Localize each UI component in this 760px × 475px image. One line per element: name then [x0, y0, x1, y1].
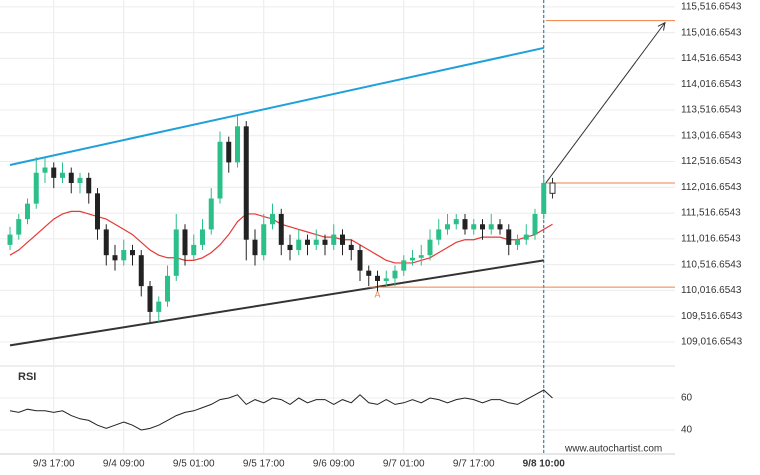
candle-body — [252, 239, 258, 256]
upper-channel — [9, 46, 544, 166]
candle-body — [445, 224, 450, 230]
x-tick-label: 9/6 09:00 — [313, 459, 355, 470]
candle-body — [138, 255, 144, 287]
x-tick-label: 9/4 09:00 — [103, 459, 145, 470]
candle-body — [173, 229, 179, 276]
candle-body — [235, 126, 240, 163]
x-tick-label: 9/3 17:00 — [33, 459, 75, 470]
candle-body — [515, 239, 520, 245]
candle-body — [392, 270, 398, 279]
y-tick-label: 115,516.6543 — [681, 2, 742, 13]
candle-body — [25, 203, 30, 220]
candle-body — [112, 255, 118, 261]
candle-body — [200, 229, 205, 245]
candle-body — [375, 275, 380, 281]
candle-body — [462, 219, 468, 230]
candle-body — [208, 198, 214, 230]
candle-body — [147, 286, 153, 312]
candle-body — [366, 270, 372, 276]
y-tick-label: 111,016.6543 — [681, 234, 741, 245]
rsi-tick-label: 60 — [681, 393, 693, 404]
candle-body — [418, 255, 424, 258]
candle-body — [357, 250, 363, 271]
candle-body — [243, 126, 249, 240]
y-tick-label: 113,516.6543 — [681, 105, 742, 116]
candle-body — [348, 244, 354, 251]
candle-body — [86, 177, 92, 194]
candle-body — [453, 219, 459, 225]
candle-body — [42, 167, 48, 173]
source: www.autochartist.com — [564, 444, 662, 455]
candle-body — [506, 229, 512, 245]
candle-body — [296, 239, 302, 251]
candle-body — [305, 239, 310, 245]
forecast-arrow-head — [657, 21, 666, 31]
candle-body — [497, 224, 503, 230]
candle-body — [523, 234, 529, 240]
candle-body — [103, 229, 109, 256]
y-tick-label: 114,016.6543 — [681, 79, 742, 90]
candle-body — [541, 183, 547, 214]
candle-body — [313, 239, 319, 245]
forecast-arrow — [545, 22, 666, 184]
y-tick-label: 114,516.6543 — [681, 53, 742, 64]
y-tick-label: 111,516.6543 — [681, 208, 741, 219]
candle-body — [77, 177, 83, 184]
candle-body — [156, 301, 162, 312]
x-tick-label: 9/7 17:00 — [453, 459, 495, 470]
candle-body — [331, 234, 337, 245]
rsi-line — [9, 389, 553, 431]
candle-body — [427, 239, 433, 256]
candle-body — [7, 234, 13, 245]
candle-body — [33, 172, 39, 204]
y-tick-label: 109,516.6543 — [681, 311, 743, 322]
y-tick-label: 113,016.6543 — [681, 130, 742, 141]
x-tick-label: 9/5 17:00 — [243, 459, 285, 470]
candle-body — [226, 141, 232, 163]
candle-body — [217, 141, 223, 199]
candle-body — [322, 239, 328, 245]
candle-body — [383, 278, 389, 281]
candle-body — [191, 244, 197, 256]
candle-body — [549, 182, 556, 194]
y-tick-label: 110,016.6543 — [681, 285, 742, 296]
candle-body — [471, 224, 477, 230]
candle-body — [436, 229, 442, 240]
support-label: A — [374, 290, 380, 300]
y-tick-label: 110,516.6543 — [681, 259, 742, 270]
y-tick-label: 115,016.6543 — [681, 27, 742, 38]
candle-body — [121, 250, 127, 261]
candle-body — [68, 172, 74, 184]
candle-body — [16, 219, 22, 235]
candle-body — [410, 257, 415, 261]
candle-body — [270, 213, 275, 225]
candle-body — [287, 244, 293, 251]
candle-body — [261, 224, 267, 256]
candle-body — [278, 213, 284, 245]
candle-body — [51, 167, 57, 178]
y-tick-label: 112,016.6543 — [681, 182, 742, 193]
candle-body — [488, 224, 494, 230]
candle-body — [480, 224, 485, 230]
candle-body — [95, 193, 100, 230]
x-tick-label: 9/5 01:00 — [173, 459, 215, 470]
candle-body — [165, 275, 170, 302]
candle-body — [60, 172, 65, 178]
rsi-tick-label: 40 — [681, 425, 693, 436]
x-tick-label: 9/7 01:00 — [383, 459, 425, 470]
candle-body — [401, 260, 407, 271]
y-tick-label: 112,516.6543 — [681, 156, 742, 167]
candle-body — [340, 234, 345, 245]
candle-body — [182, 229, 188, 256]
candle-body — [532, 213, 538, 235]
y-tick-label: 109,016.6543 — [681, 337, 743, 348]
x-tick-label: 9/8 10:00 — [523, 459, 566, 470]
lower-channel — [9, 259, 544, 347]
rsi-label: RSI — [18, 371, 36, 383]
candle-body — [130, 250, 135, 256]
